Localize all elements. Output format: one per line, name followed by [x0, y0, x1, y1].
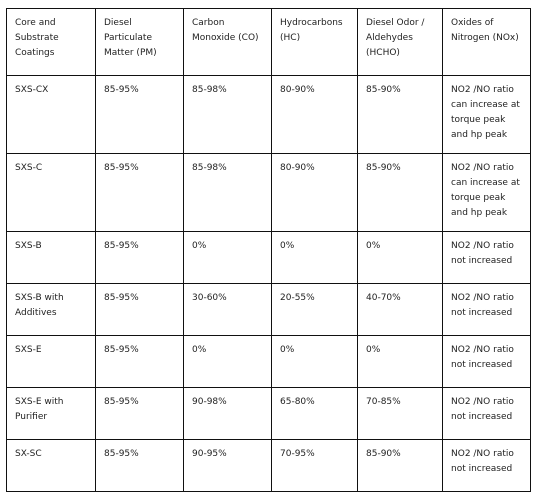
- table-cell: 70-95%: [271, 439, 358, 492]
- comparison-table: Core and Substrate Coatings Diesel Partic…: [6, 8, 531, 492]
- table-container: Core and Substrate Coatings Diesel Partic…: [6, 8, 531, 492]
- table-cell: 0%: [183, 335, 272, 388]
- row-label-cell: SXS-E with Purifier: [6, 387, 96, 440]
- table-cell: 70-85%: [357, 387, 443, 440]
- table-cell: NO2 /NO ratio not increased: [442, 439, 531, 492]
- row-label-cell: SXS-B with Additives: [6, 283, 96, 336]
- table-cell: NO2 /NO ratio can increase at torque pea…: [442, 75, 531, 154]
- table-cell: 20-55%: [271, 283, 358, 336]
- table-cell: 65-80%: [271, 387, 358, 440]
- table-cell: 0%: [183, 231, 272, 284]
- header-cell: Core and Substrate Coatings: [6, 8, 96, 76]
- table-cell: NO2 /NO ratio can increase at torque pea…: [442, 153, 531, 232]
- table-cell: 85-90%: [357, 439, 443, 492]
- header-cell: Carbon Monoxide (CO): [183, 8, 272, 76]
- table-cell: NO2 /NO ratio not increased: [442, 387, 531, 440]
- table-cell: 90-95%: [183, 439, 272, 492]
- table-cell: 85-90%: [357, 153, 443, 232]
- table-cell: 0%: [357, 231, 443, 284]
- table-cell: 85-95%: [95, 439, 184, 492]
- table-cell: 85-95%: [95, 283, 184, 336]
- table-row: SXS-B with Additives 85-95% 30-60% 20-55% 40…: [6, 283, 531, 336]
- header-cell: Diesel Particulate Matter (PM): [95, 8, 184, 76]
- table-cell: 80-90%: [271, 75, 358, 154]
- table-cell: 40-70%: [357, 283, 443, 336]
- row-label-cell: SXS-B: [6, 231, 96, 284]
- header-cell: Diesel Odor / Aldehydes (HCHO): [357, 8, 443, 76]
- table-cell: 85-95%: [95, 75, 184, 154]
- table-cell: 0%: [271, 231, 358, 284]
- table-cell: 80-90%: [271, 153, 358, 232]
- table-row: SXS-C 85-95% 85-98% 80-90% 85-90% NO2 /NO rat…: [6, 153, 531, 232]
- table-cell: 85-95%: [95, 231, 184, 284]
- table-cell: 0%: [271, 335, 358, 388]
- table-cell: 90-98%: [183, 387, 272, 440]
- header-row: Core and Substrate Coatings Diesel Partic…: [6, 8, 531, 76]
- table-cell: NO2 /NO ratio not increased: [442, 283, 531, 336]
- table-cell: 30-60%: [183, 283, 272, 336]
- row-label-cell: SXS-CX: [6, 75, 96, 154]
- table-row: SXS-B 85-95% 0% 0% 0% NO2 /NO ratio not incre…: [6, 231, 531, 284]
- table-cell: 85-95%: [95, 335, 184, 388]
- table-cell: 85-98%: [183, 153, 272, 232]
- table-cell: 85-95%: [95, 153, 184, 232]
- table-cell: 0%: [357, 335, 443, 388]
- table-cell: NO2 /NO ratio not increased: [442, 335, 531, 388]
- table-row: SX-SC 85-95% 90-95% 70-95% 85-90% NO2 /NO rat…: [6, 439, 531, 492]
- table-row: SXS-CX 85-95% 85-98% 80-90% 85-90% NO2 /NO ra…: [6, 75, 531, 154]
- table-cell: NO2 /NO ratio not increased: [442, 231, 531, 284]
- table-row: SXS-E with Purifier 85-95% 90-98% 65-80% 70-…: [6, 387, 531, 440]
- table-row: SXS-E 85-95% 0% 0% 0% NO2 /NO ratio not incre…: [6, 335, 531, 388]
- row-label-cell: SXS-C: [6, 153, 96, 232]
- header-cell: Oxides of Nitrogen (NOx): [442, 8, 531, 76]
- header-cell: Hydrocarbons (HC): [271, 8, 358, 76]
- table-cell: 85-98%: [183, 75, 272, 154]
- table-cell: 85-90%: [357, 75, 443, 154]
- table-cell: 85-95%: [95, 387, 184, 440]
- row-label-cell: SXS-E: [6, 335, 96, 388]
- row-label-cell: SX-SC: [6, 439, 96, 492]
